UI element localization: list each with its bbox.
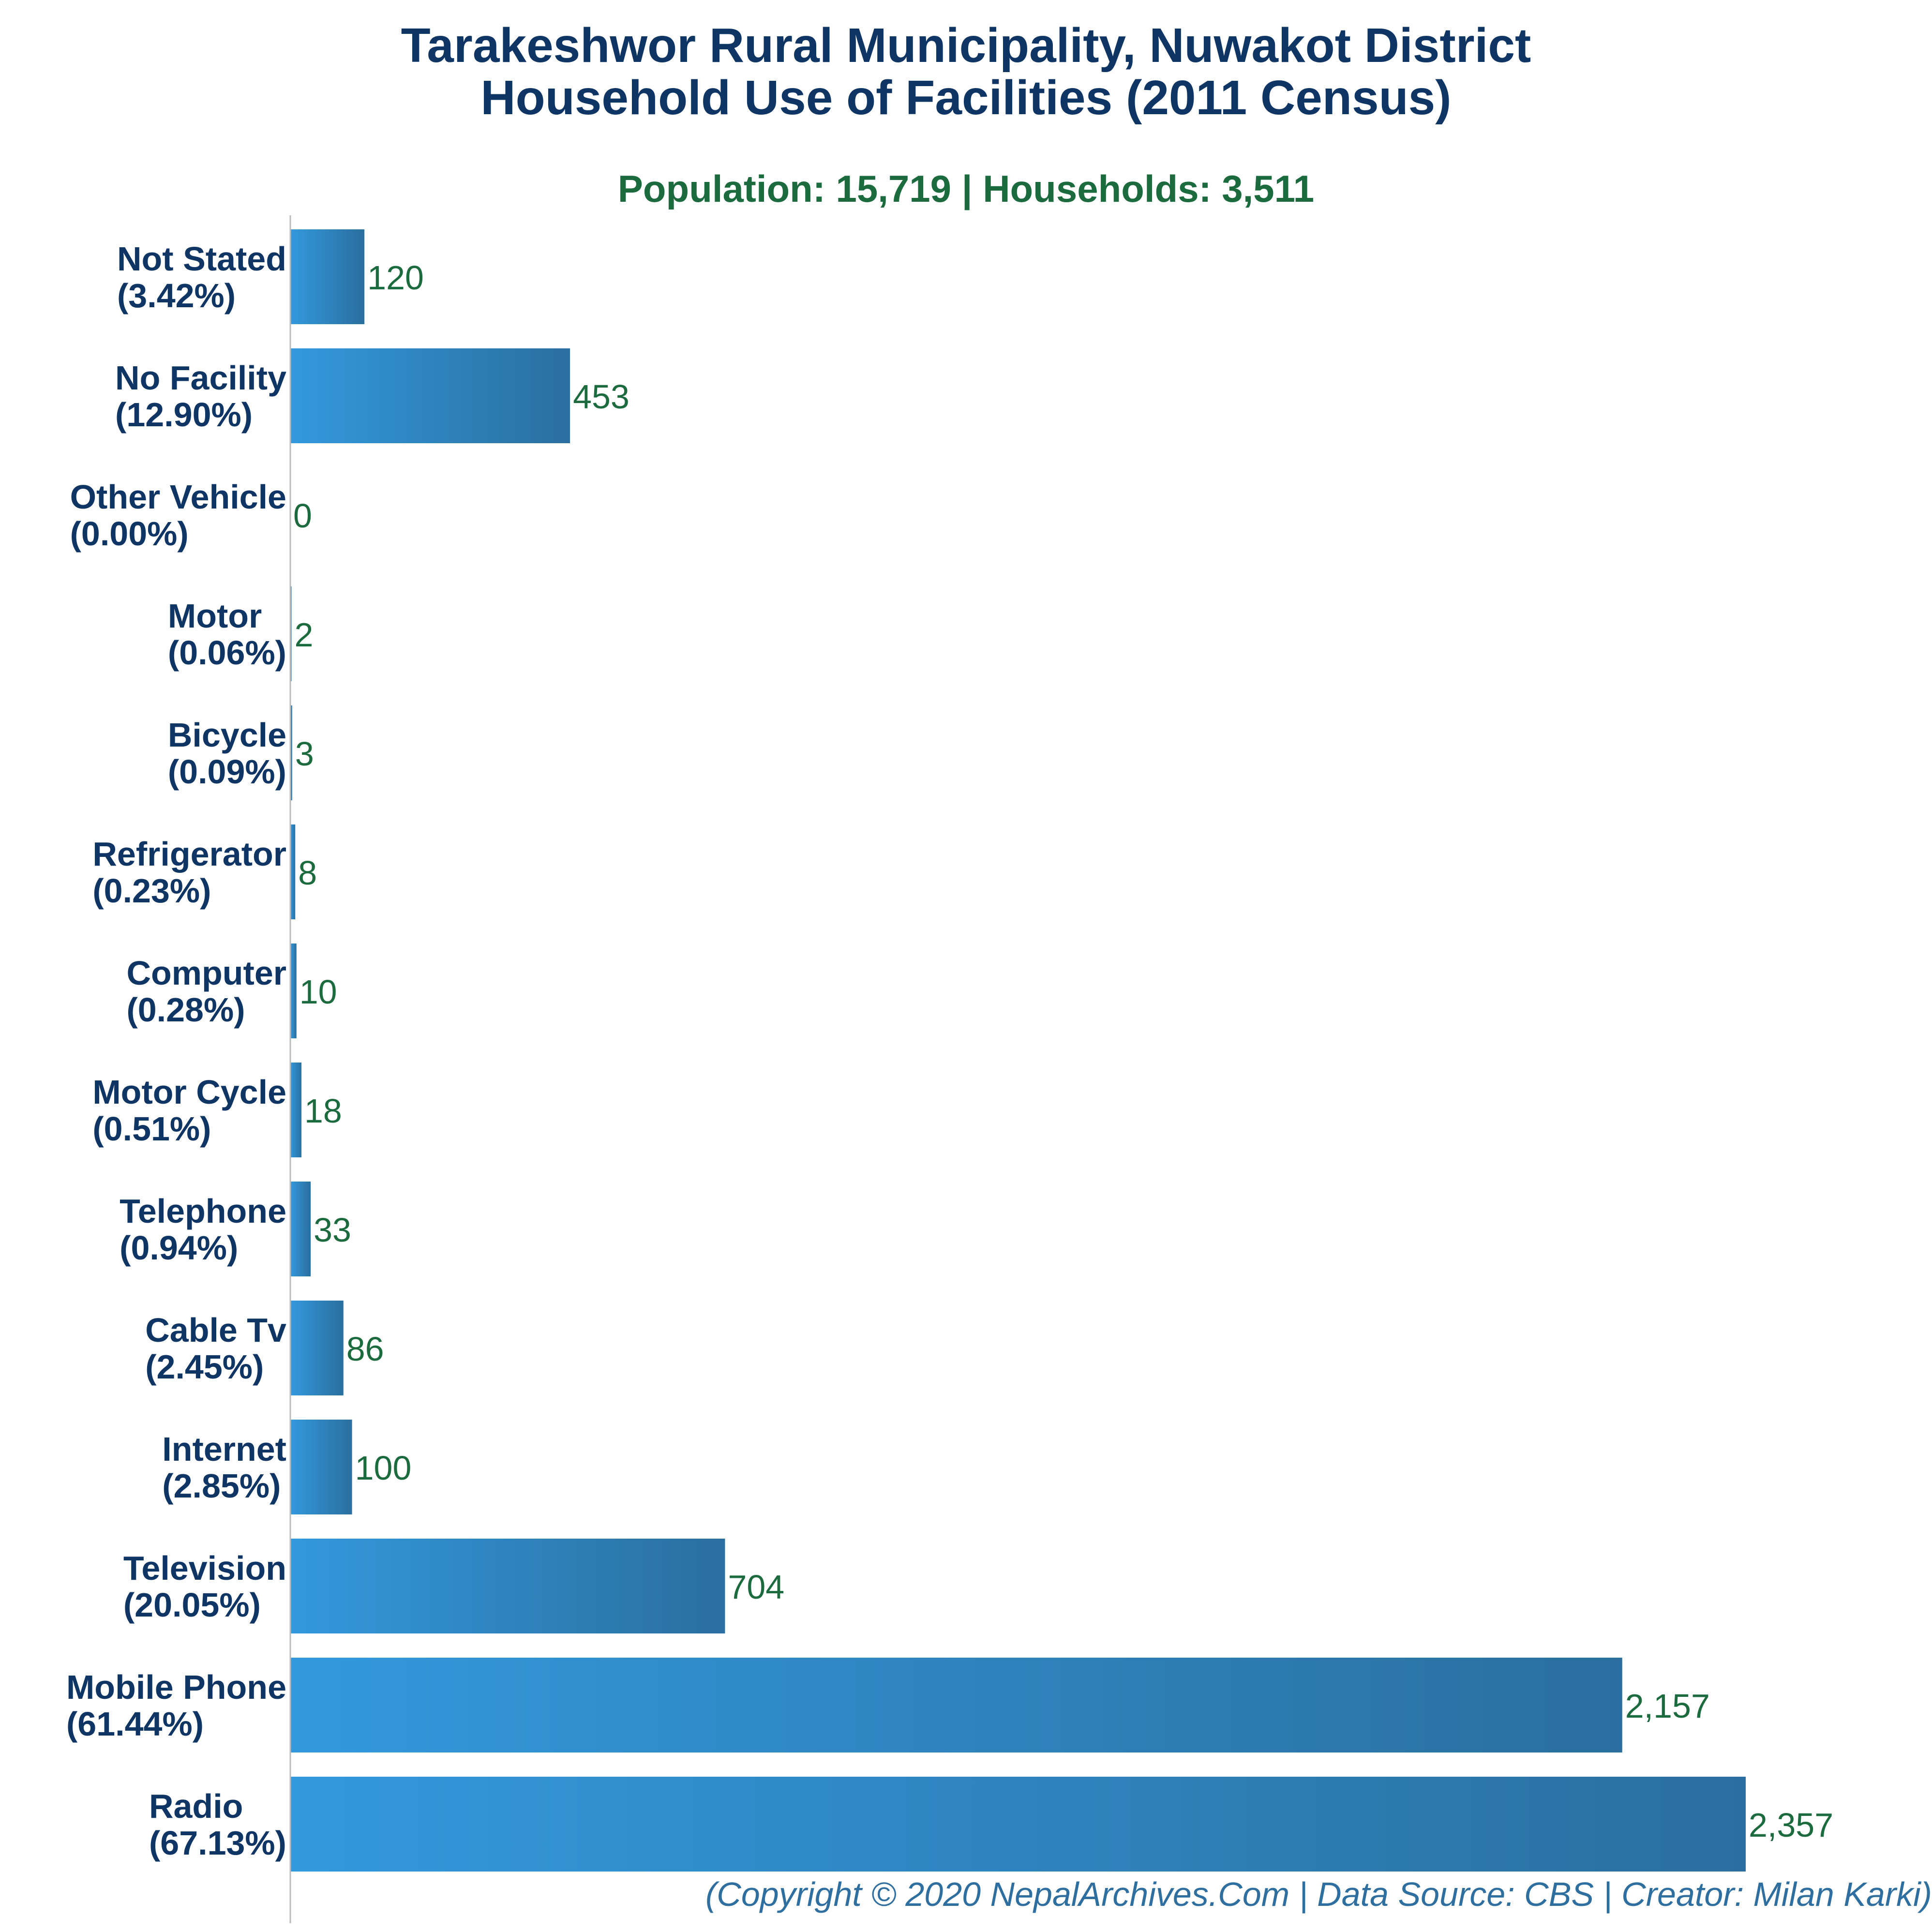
category-label-other-vehicle: Other Vehicle: [70, 478, 286, 516]
percent-label-radio: (67.13%): [149, 1824, 286, 1862]
category-label-refrigerator: Refrigerator: [92, 835, 286, 873]
bar-motor-cycle: [290, 1063, 301, 1157]
bar-not-stated: [290, 229, 365, 324]
percent-label-motor-cycle: (0.51%): [92, 1110, 211, 1148]
bar-internet: [290, 1420, 352, 1514]
category-label-telephone: Telephone: [120, 1192, 286, 1230]
value-label-mobile-phone: 2,157: [1625, 1687, 1710, 1725]
chart-title: Tarakeshwor Rural Municipality, Nuwakot …: [401, 18, 1531, 73]
value-label-no-facility: 453: [573, 378, 629, 416]
percent-label-no-facility: (12.90%): [115, 396, 253, 434]
bar-computer: [290, 944, 297, 1038]
percent-label-computer: (0.28%): [126, 991, 245, 1029]
bars-layer: 120 Not Stated(3.42%) 453 No Facility(12.90…: [66, 229, 1833, 1872]
category-label-no-facility: No Facility: [115, 359, 286, 397]
category-label-motor-cycle: Motor Cycle: [92, 1073, 286, 1111]
category-label-cable-tv: Cable Tv: [145, 1311, 286, 1349]
value-label-television: 704: [728, 1568, 784, 1606]
value-label-cable-tv: 86: [346, 1330, 384, 1368]
category-label-internet: Internet: [162, 1430, 286, 1468]
bar-mobile-phone: [290, 1658, 1622, 1752]
bar-bicycle: [290, 705, 292, 800]
percent-label-internet: (2.85%): [162, 1467, 281, 1505]
bar-radio: [290, 1777, 1746, 1872]
chart-title-line2: Household Use of Facilities (2011 Census…: [480, 71, 1452, 125]
category-label-computer: Computer: [126, 954, 286, 992]
value-label-motor: 2: [295, 616, 314, 654]
category-label-mobile-phone: Mobile Phone: [66, 1668, 286, 1706]
percent-label-bicycle: (0.09%): [168, 753, 286, 791]
bar-television: [290, 1539, 725, 1633]
category-label-motor: Motor: [168, 597, 262, 635]
percent-label-not-stated: (3.42%): [117, 277, 236, 315]
value-label-internet: 100: [355, 1449, 412, 1487]
percent-label-refrigerator: (0.23%): [92, 872, 211, 910]
category-label-television: Television: [123, 1549, 286, 1587]
category-label-radio: Radio: [149, 1787, 243, 1825]
footer-credit: (Copyright © 2020 NepalArchives.Com | Da…: [705, 1875, 1932, 1913]
bar-cable-tv: [290, 1301, 344, 1395]
percent-label-mobile-phone: (61.44%): [66, 1705, 204, 1743]
percent-label-other-vehicle: (0.00%): [70, 515, 189, 553]
bar-telephone: [290, 1182, 311, 1276]
percent-label-motor: (0.06%): [168, 634, 286, 672]
value-label-motor-cycle: 18: [304, 1092, 342, 1130]
value-label-bicycle: 3: [295, 735, 314, 773]
percent-label-cable-tv: (2.45%): [145, 1348, 264, 1386]
percent-label-television: (20.05%): [123, 1586, 261, 1624]
chart-subtitle: Population: 15,719 | Households: 3,511: [617, 167, 1315, 210]
category-label-not-stated: Not Stated: [117, 240, 286, 278]
category-label-bicycle: Bicycle: [168, 716, 286, 754]
value-label-computer: 10: [300, 973, 337, 1011]
value-label-not-stated: 120: [367, 259, 424, 297]
bar-no-facility: [290, 348, 570, 443]
value-label-radio: 2,357: [1749, 1806, 1833, 1844]
value-label-other-vehicle: 0: [293, 497, 312, 535]
percent-label-telephone: (0.94%): [120, 1229, 238, 1267]
value-label-refrigerator: 8: [298, 854, 317, 892]
bar-refrigerator: [290, 824, 296, 919]
value-label-telephone: 33: [314, 1211, 351, 1249]
